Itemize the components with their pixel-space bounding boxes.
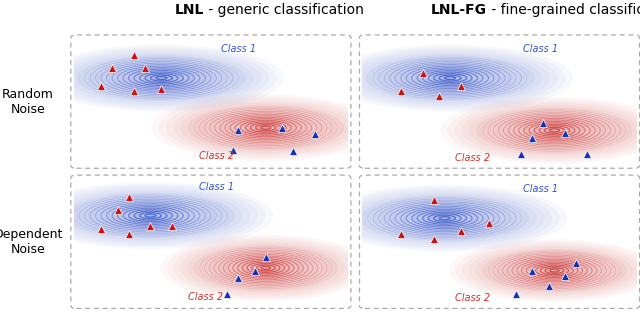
- Text: LNL: LNL: [175, 3, 205, 16]
- Text: - generic classification: - generic classification: [205, 3, 364, 16]
- Text: Class 1: Class 1: [523, 44, 558, 54]
- Text: Class 2: Class 2: [454, 293, 490, 303]
- Text: Class 2: Class 2: [188, 292, 223, 302]
- Text: Class 1: Class 1: [523, 185, 558, 194]
- Text: Random
Noise: Random Noise: [2, 88, 54, 116]
- Text: Class 1: Class 1: [221, 44, 256, 54]
- Text: Class 2: Class 2: [199, 152, 234, 162]
- Text: Dependent
Noise: Dependent Noise: [0, 228, 63, 256]
- Text: LNL-FG: LNL-FG: [431, 3, 487, 16]
- Text: - fine-grained classification: - fine-grained classification: [487, 3, 640, 16]
- Text: Class 1: Class 1: [199, 182, 234, 192]
- Text: Class 2: Class 2: [454, 153, 490, 163]
